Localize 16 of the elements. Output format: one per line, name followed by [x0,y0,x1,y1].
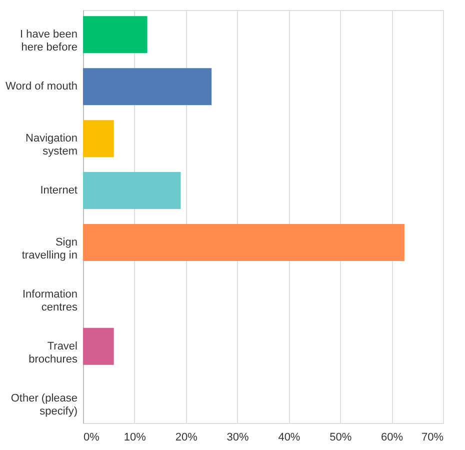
x-tick-label: 20% [175,432,198,444]
x-tick-label: 50% [330,432,352,444]
x-tick-label: 10% [124,432,146,444]
x-tick-label: 70% [421,432,444,444]
y-tick-label: Sign travelling in [22,236,78,262]
y-tick-label: Travel brochures [28,340,78,366]
x-tick-label: 0% [84,432,100,444]
y-tick-label: Navigation system [26,132,78,158]
y-tick-label: Information centres [22,288,78,314]
y-tick-label: I have been here before [20,28,78,54]
y-tick-label: Internet [40,184,78,197]
y-tick-label: Word of mouth [6,80,78,93]
x-tick-label: 60% [381,432,404,444]
x-tick-label: 40% [278,432,300,444]
y-tick-label: Other (please specify) [10,392,78,418]
x-tick-label: 30% [226,432,250,444]
